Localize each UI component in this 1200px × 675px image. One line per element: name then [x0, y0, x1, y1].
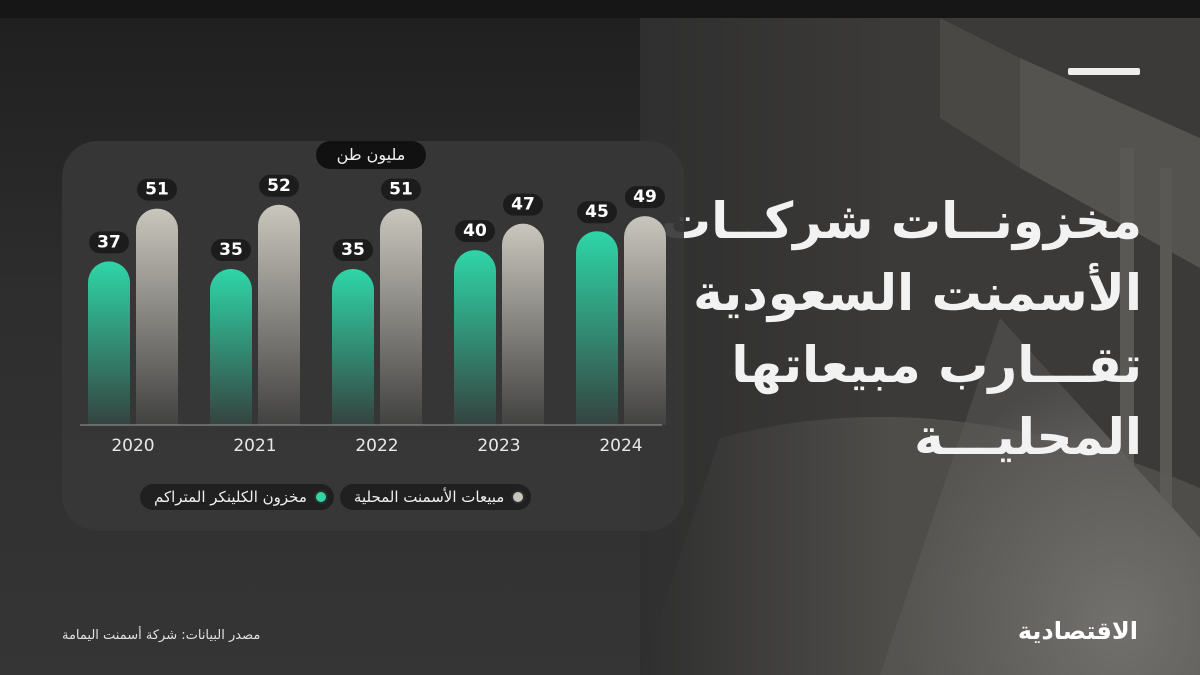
legend-label-sales: مبيعات الأسمنت المحلية — [353, 488, 505, 506]
legend: مبيعات الأسمنت المحلية مخزون الكلينكر ال… — [140, 484, 532, 512]
value-label-bg-sales-2020 — [137, 178, 177, 201]
value-label-bg-clinker-2022 — [333, 238, 373, 261]
value-label-bg-sales-2023 — [503, 193, 543, 216]
value-label-clinker-2020: 37 — [97, 232, 121, 252]
x-tick-label-2020: 2020 — [111, 436, 154, 456]
value-label-bg-sales-2022 — [381, 178, 421, 201]
legend-item-clinker: مخزون الكلينكر المتراكم — [140, 484, 334, 510]
bar-sales-2021 — [258, 204, 300, 425]
unit-label: مليون طن — [316, 141, 426, 169]
bar-clinker-2021 — [210, 268, 252, 425]
value-label-bg-clinker-2021 — [211, 238, 251, 261]
value-label-clinker-2021: 35 — [219, 240, 243, 260]
headline-line-1: مخزونــات شركــات — [660, 192, 1142, 250]
publisher-logo: الاقتصادية — [1017, 617, 1138, 645]
bar-sales-2024 — [624, 216, 666, 425]
x-tick-label-2022: 2022 — [355, 436, 398, 456]
bar-sales-2023 — [502, 223, 544, 425]
value-label-sales-2022: 51 — [389, 180, 413, 200]
bar-sales-2020 — [136, 208, 178, 425]
value-label-clinker-2022: 35 — [341, 240, 365, 260]
value-label-clinker-2024: 45 — [585, 202, 609, 222]
top-strip — [0, 0, 1200, 18]
value-label-bg-sales-2024 — [625, 186, 665, 209]
bar-sales-2022 — [380, 208, 422, 425]
legend-label-clinker: مخزون الكلينكر المتراكم — [154, 488, 307, 506]
x-tick-label-2023: 2023 — [477, 436, 520, 456]
headline-line-2: الأسمنت السعودية — [693, 264, 1142, 322]
headline-line-3: تقـــارب مبيعاتها — [731, 336, 1142, 394]
value-label-bg-clinker-2024 — [577, 201, 617, 224]
value-label-sales-2024: 49 — [633, 187, 657, 207]
bar-clinker-2024 — [576, 231, 618, 425]
legend-dot-sales — [511, 490, 526, 504]
legend-item-sales: مبيعات الأسمنت المحلية — [339, 484, 532, 510]
bar-clinker-2023 — [454, 250, 496, 425]
value-label-sales-2020: 51 — [145, 180, 169, 200]
cement-plant-photo — [640, 18, 1200, 675]
headline: مخزونــات شركــات الأسمنت السعودية تقـــ… — [622, 185, 1142, 473]
value-label-sales-2021: 52 — [267, 176, 291, 196]
value-label-bg-sales-2021 — [259, 174, 299, 197]
value-label-bg-clinker-2023 — [455, 220, 495, 243]
bar-clinker-2022 — [332, 268, 374, 425]
headline-line-4: المحليـــة — [914, 408, 1142, 466]
value-label-bg-clinker-2020 — [89, 231, 129, 254]
value-label-clinker-2023: 40 — [463, 221, 487, 241]
bar-clinker-2020 — [88, 261, 130, 425]
legend-dot-clinker — [313, 490, 328, 504]
value-label-sales-2023: 47 — [511, 195, 535, 215]
source-note: مصدر البيانات: شركة أسمنت اليمامة — [62, 628, 261, 643]
x-tick-label-2024: 2024 — [599, 436, 642, 456]
x-tick-label-2021: 2021 — [233, 436, 276, 456]
accent-bar — [1068, 68, 1140, 75]
